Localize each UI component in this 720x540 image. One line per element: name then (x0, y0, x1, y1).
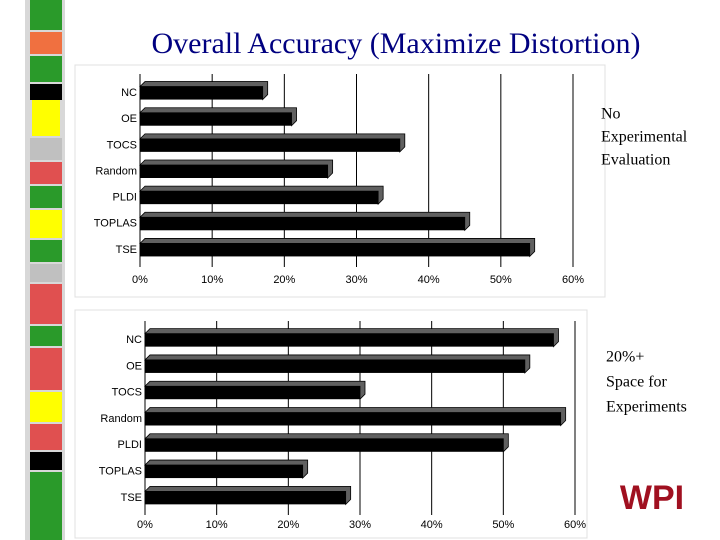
y-tick-label: OE (121, 113, 137, 125)
bar (140, 138, 400, 152)
bar (145, 465, 303, 479)
annotation: Space for (606, 374, 668, 391)
x-tick-label: 10% (201, 274, 223, 286)
x-tick-label: 30% (349, 519, 371, 531)
x-tick-label: 0% (132, 274, 148, 286)
y-tick-label: TSE (116, 244, 137, 256)
annotation: Evaluation (601, 152, 670, 169)
bar (140, 86, 263, 100)
bar (140, 191, 379, 205)
x-tick-label: 50% (492, 519, 514, 531)
bar (145, 491, 346, 505)
slide-title: Overall Accuracy (Maximize Distortion) (152, 27, 641, 60)
bar (140, 112, 292, 126)
y-tick-label: NC (121, 87, 137, 99)
y-tick-label: Random (100, 413, 142, 425)
bar (145, 359, 525, 373)
logo: WPI (620, 479, 684, 517)
y-tick-label: OE (126, 360, 142, 372)
annotation: Experimental (601, 129, 688, 146)
y-tick-label: TOCS (112, 387, 142, 399)
bar (140, 217, 465, 231)
annotation: 20%+ (606, 349, 644, 366)
x-tick-label: 10% (206, 519, 228, 531)
bar (145, 333, 554, 347)
x-tick-label: 20% (277, 519, 299, 531)
decor-strip (25, 0, 65, 540)
y-tick-label: PLDI (118, 439, 142, 451)
y-tick-label: TOPLAS (94, 218, 137, 230)
annotation: Experiments (606, 399, 687, 416)
chart-frame (74, 64, 606, 298)
x-tick-label: 0% (137, 519, 153, 531)
bar (145, 438, 504, 452)
bar (145, 412, 561, 426)
y-tick-label: TOCS (107, 139, 137, 151)
x-tick-label: 60% (564, 519, 586, 531)
x-tick-label: 60% (562, 274, 584, 286)
x-tick-label: 50% (490, 274, 512, 286)
bar (145, 386, 360, 400)
y-tick-label: NC (126, 334, 142, 346)
bar (140, 243, 530, 257)
y-tick-label: Random (95, 165, 137, 177)
y-tick-label: TOPLAS (99, 465, 142, 477)
bar-depth (144, 407, 567, 427)
x-tick-label: 30% (345, 274, 367, 286)
bar (140, 165, 328, 178)
x-tick-label: 40% (421, 519, 443, 531)
y-tick-label: TSE (121, 492, 142, 504)
y-tick-label: PLDI (113, 192, 137, 204)
x-tick-label: 40% (418, 274, 440, 286)
x-tick-label: 20% (273, 274, 295, 286)
annotation: No (601, 106, 621, 123)
